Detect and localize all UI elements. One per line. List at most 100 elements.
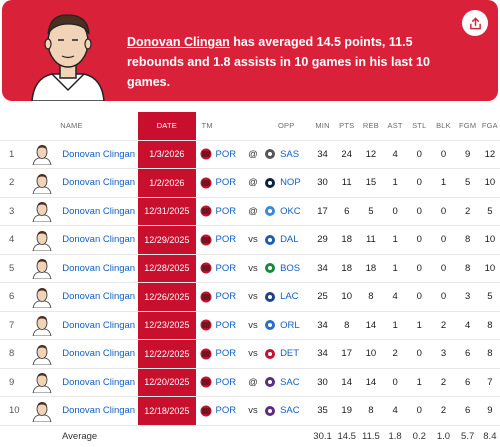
player-thumbnail-icon	[32, 202, 52, 223]
player-thumbnail-icon	[32, 373, 52, 394]
thunder-logo-icon	[265, 206, 276, 217]
opponent-cell[interactable]: SAC	[262, 396, 311, 425]
game-date: 12/23/2025	[138, 310, 196, 340]
team-cell[interactable]: POR	[195, 396, 244, 425]
opponent-abbr[interactable]: ORL	[280, 319, 300, 331]
summary-player-link[interactable]: Donovan Clingan	[127, 35, 230, 49]
opponent-abbr[interactable]: OKC	[280, 205, 301, 217]
stat-stl: 0	[407, 139, 432, 169]
team-cell[interactable]: POR	[195, 339, 244, 368]
player-name-cell[interactable]: Donovan Clingan	[26, 196, 139, 226]
opponent-cell[interactable]: SAS	[262, 139, 311, 169]
opponent-abbr[interactable]: SAC	[280, 405, 300, 417]
player-name-cell[interactable]: Donovan Clingan	[26, 367, 139, 397]
opponent-abbr[interactable]: BOS	[280, 262, 301, 274]
team-abbr[interactable]: POR	[215, 348, 237, 360]
header-fga[interactable]: FGA	[481, 121, 498, 131]
opponent-abbr[interactable]: DET	[280, 348, 300, 360]
team-abbr[interactable]: POR	[215, 291, 237, 303]
team-abbr[interactable]: POR	[215, 177, 237, 189]
stat-ast: 2	[383, 339, 408, 368]
player-name-cell[interactable]: Donovan Clingan	[26, 168, 139, 197]
stat-ast: 0	[383, 196, 408, 226]
table-row[interactable]: 9 Donovan Clingan 12/20/2025 POR @ SAC 30 14 14 0…	[0, 367, 500, 397]
opponent-cell[interactable]: BOS	[262, 253, 311, 283]
player-name-link[interactable]: Donovan Clingan	[62, 262, 136, 274]
team-cell[interactable]: POR	[195, 367, 244, 397]
player-name-link[interactable]: Donovan Clingan	[62, 177, 136, 189]
team-abbr[interactable]: POR	[215, 148, 237, 160]
team-cell[interactable]: POR	[195, 225, 244, 254]
table-row[interactable]: 3 Donovan Clingan 12/31/2025 POR @ OKC 17 6 5 0 0 0…	[0, 196, 500, 226]
team-cell[interactable]: POR	[195, 196, 244, 226]
table-row[interactable]: 2 Donovan Clingan 1/2/2026 POR @ NOP 30 11 15 1 0 1…	[0, 168, 500, 197]
header-fgm[interactable]: FGM	[459, 121, 477, 131]
player-name-cell[interactable]: Donovan Clingan	[26, 225, 139, 254]
opponent-cell[interactable]: OKC	[262, 196, 311, 226]
team-abbr[interactable]: POR	[215, 319, 237, 331]
team-cell[interactable]: POR	[195, 168, 244, 197]
team-abbr[interactable]: POR	[215, 262, 237, 274]
team-abbr[interactable]: POR	[215, 376, 237, 388]
opponent-cell[interactable]: DAL	[262, 225, 311, 254]
team-abbr[interactable]: POR	[215, 405, 237, 417]
player-name-link[interactable]: Donovan Clingan	[62, 405, 136, 417]
player-name-cell[interactable]: Donovan Clingan	[26, 253, 139, 283]
team-cell[interactable]: POR	[195, 282, 244, 311]
header-min[interactable]: MIN	[315, 121, 330, 131]
player-name-link[interactable]: Donovan Clingan	[62, 376, 136, 388]
header-blk[interactable]: BLK	[436, 121, 451, 131]
share-button[interactable]	[462, 10, 488, 36]
game-date: 1/3/2026	[138, 139, 196, 169]
stat-reb: 14	[358, 310, 383, 340]
team-cell[interactable]: POR	[195, 253, 244, 283]
opponent-abbr[interactable]: SAC	[280, 376, 300, 388]
header-name[interactable]: NAME	[60, 121, 83, 131]
player-name-cell[interactable]: Donovan Clingan	[26, 139, 139, 169]
opponent-cell[interactable]: ORL	[262, 310, 311, 340]
table-row[interactable]: 6 Donovan Clingan 12/26/2025 POR vs LAC 25 10 8 4…	[0, 282, 500, 311]
player-name-cell[interactable]: Donovan Clingan	[26, 339, 139, 368]
header-ast[interactable]: AST	[387, 121, 403, 131]
player-name-cell[interactable]: Donovan Clingan	[26, 310, 139, 340]
table-row[interactable]: 7 Donovan Clingan 12/23/2025 POR vs ORL 34 8 14 1…	[0, 310, 500, 340]
game-date: 12/31/2025	[138, 196, 196, 226]
mavericks-logo-icon	[265, 234, 276, 245]
table-row[interactable]: 4 Donovan Clingan 12/29/2025 POR vs DAL 29 18 11…	[0, 225, 500, 254]
stat-fgm: 3	[455, 282, 480, 311]
table-row[interactable]: 8 Donovan Clingan 12/22/2025 POR vs DET 34 17 10…	[0, 339, 500, 368]
game-log-table-wrapper: NAME DATE TM OPP MIN PTS REB AST STL BLK…	[0, 112, 500, 447]
header-reb[interactable]: REB	[362, 121, 379, 131]
header-pts[interactable]: PTS	[339, 121, 355, 131]
team-abbr[interactable]: POR	[215, 234, 237, 246]
opponent-cell[interactable]: NOP	[262, 168, 311, 197]
player-name-link[interactable]: Donovan Clingan	[62, 291, 136, 303]
header-date[interactable]: DATE	[138, 112, 196, 140]
opponent-cell[interactable]: LAC	[262, 282, 311, 311]
player-name-link[interactable]: Donovan Clingan	[62, 319, 136, 331]
average-row: Average 30.1 14.5 11.5 1.8 0.2 1.0 5.7 8…	[0, 424, 500, 447]
player-name-link[interactable]: Donovan Clingan	[62, 148, 136, 160]
header-team[interactable]: TM	[201, 121, 213, 131]
header-stl[interactable]: STL	[412, 121, 427, 131]
opponent-cell[interactable]: DET	[262, 339, 311, 368]
opponent-abbr[interactable]: DAL	[280, 234, 299, 246]
game-date: 12/28/2025	[138, 253, 196, 283]
player-name-link[interactable]: Donovan Clingan	[62, 205, 136, 217]
header-opponent[interactable]: OPP	[278, 121, 295, 131]
table-row[interactable]: 1 Donovan Clingan 1/3/2026 POR @ SAS 34 24 12 4 0 0…	[0, 139, 500, 169]
team-cell[interactable]: POR	[195, 139, 244, 169]
table-row[interactable]: 10 Donovan Clingan 12/18/2025 POR vs SAC 35 19 8…	[0, 396, 500, 425]
player-name-link[interactable]: Donovan Clingan	[62, 348, 136, 360]
player-name-link[interactable]: Donovan Clingan	[62, 234, 136, 246]
opponent-abbr[interactable]: LAC	[280, 291, 299, 303]
table-row[interactable]: 5 Donovan Clingan 12/28/2025 POR vs BOS 34 18 18…	[0, 253, 500, 283]
opponent-abbr[interactable]: SAS	[280, 148, 300, 160]
opponent-cell[interactable]: SAC	[262, 367, 311, 397]
team-abbr[interactable]: POR	[215, 205, 237, 217]
opponent-abbr[interactable]: NOP	[280, 177, 301, 189]
player-name-cell[interactable]: Donovan Clingan	[26, 396, 139, 425]
avg-ast: 1.8	[383, 424, 408, 447]
team-cell[interactable]: POR	[195, 310, 244, 340]
player-name-cell[interactable]: Donovan Clingan	[26, 282, 139, 311]
